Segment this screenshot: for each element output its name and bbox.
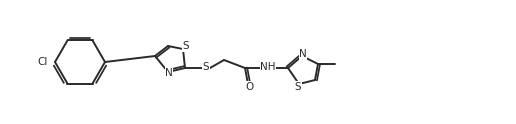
Text: S: S: [295, 82, 301, 92]
Text: Cl: Cl: [38, 57, 48, 67]
Text: N: N: [165, 68, 173, 78]
Text: NH: NH: [260, 62, 276, 72]
Text: N: N: [299, 49, 307, 59]
Text: S: S: [203, 62, 209, 72]
Text: S: S: [183, 41, 189, 51]
Text: O: O: [245, 82, 253, 92]
